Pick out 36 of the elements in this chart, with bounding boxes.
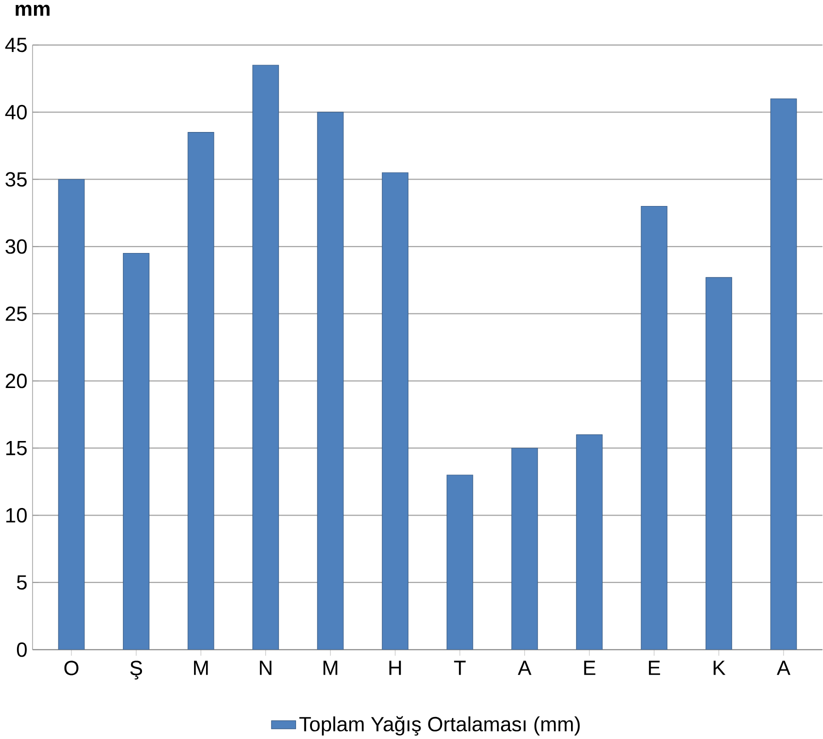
x-tick-label: M (194, 660, 208, 675)
x-tick-label: Ş (130, 660, 142, 680)
y-tick-label: 45 (5, 38, 27, 52)
y-tick-label: 10 (6, 508, 27, 523)
bar (706, 277, 732, 650)
bar (511, 448, 538, 650)
x-tick-label: A (518, 660, 532, 675)
y-tick-label: 40 (5, 104, 27, 120)
bar (770, 98, 797, 650)
x-tick-label: N (260, 660, 272, 675)
x-tick-label: E (584, 660, 596, 675)
x-tick-label: T (454, 660, 466, 675)
bar (317, 112, 344, 650)
bar (188, 132, 214, 650)
y-tick-label: 30 (6, 239, 27, 254)
y-tick-label: 20 (6, 374, 27, 388)
x-tick-label: M (324, 660, 338, 675)
bar (382, 172, 408, 650)
y-tick-label: 25 (6, 306, 27, 321)
x-tick-label: H (389, 660, 401, 675)
bar (640, 206, 668, 650)
bar (576, 434, 603, 650)
bar (122, 252, 150, 650)
bar (446, 474, 474, 650)
x-tick-label: A (776, 660, 790, 675)
y-tick-label: 35 (6, 172, 27, 187)
x-tick-label: E (648, 660, 660, 675)
x-tick-label: O (64, 660, 78, 676)
legend-label: Toplam Yağış Ortalaması (mm) (299, 716, 580, 736)
bar (58, 179, 85, 650)
bar (252, 64, 279, 650)
y-tick-label: 0 (16, 642, 27, 657)
y-tick-label: 5 (16, 575, 27, 590)
x-tick-label: K (714, 660, 726, 675)
y-axis-title: mm (16, 4, 50, 16)
y-tick-label: 15 (6, 440, 27, 456)
